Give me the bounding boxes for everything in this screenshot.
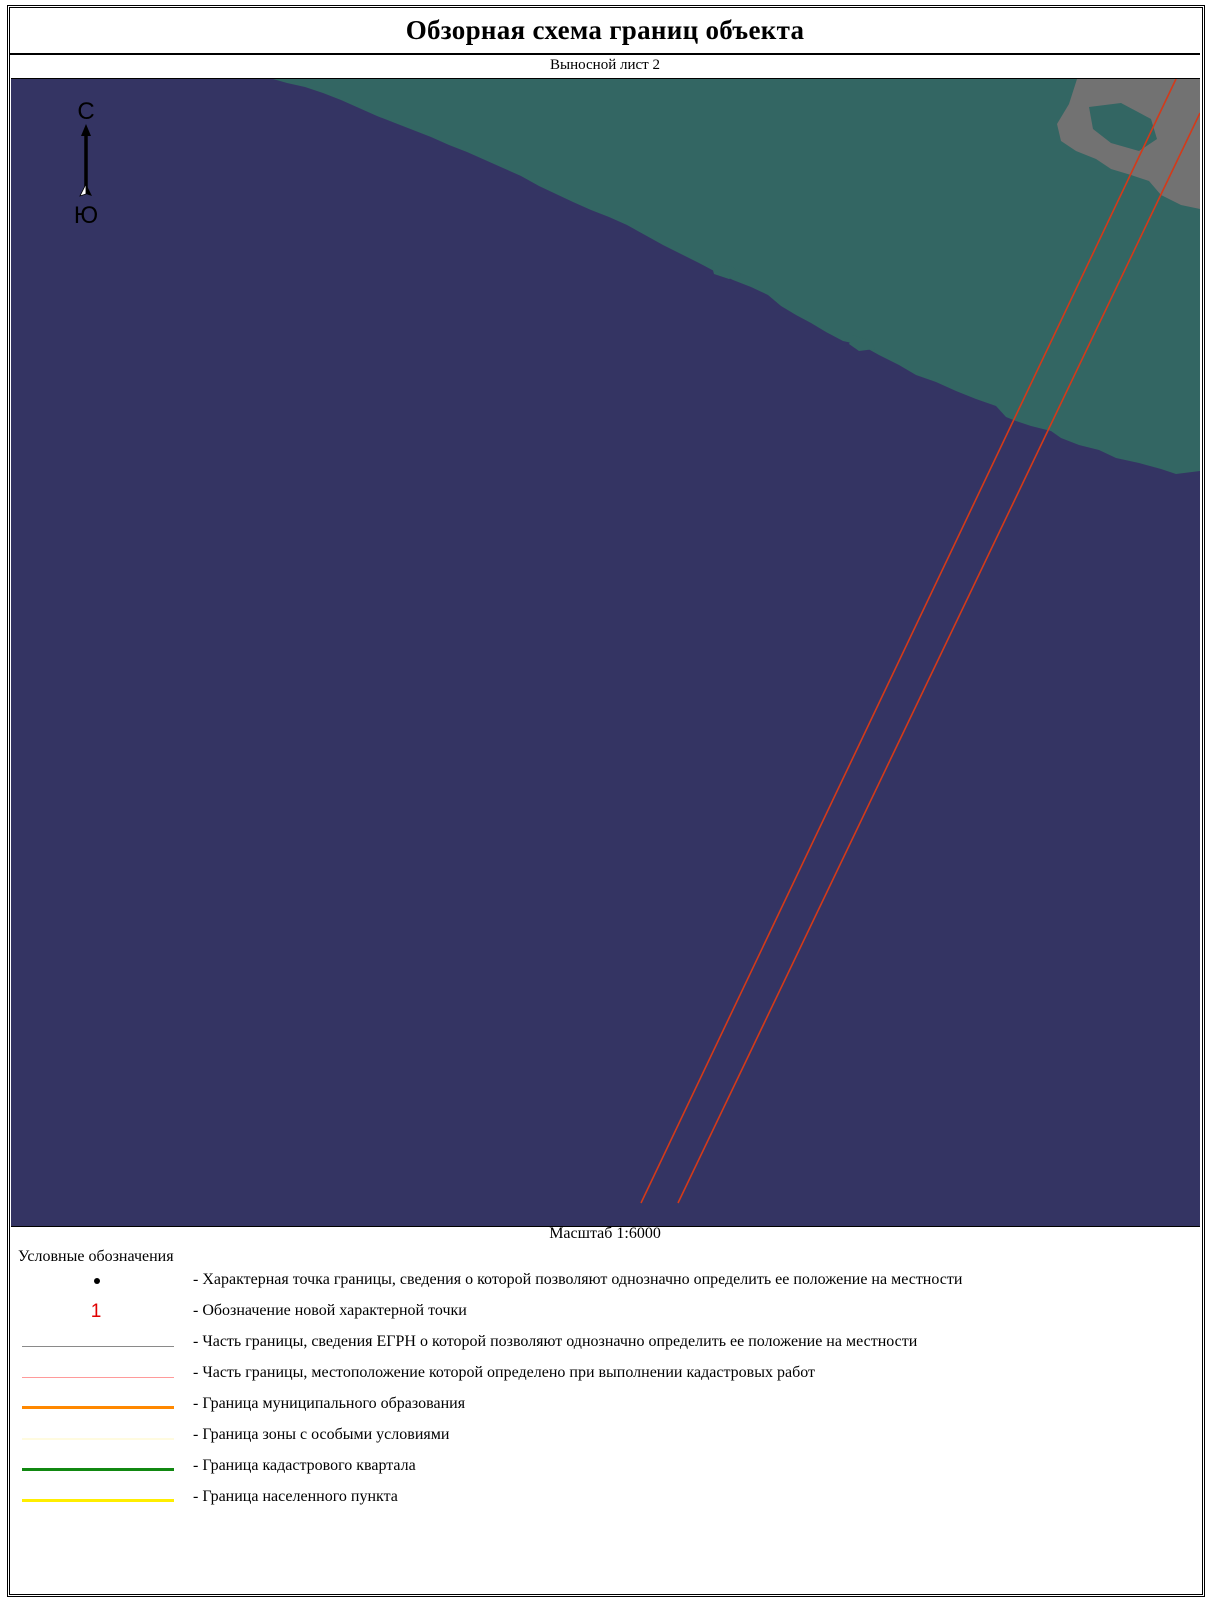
legend-item: - Граница кадастрового квартала xyxy=(18,1453,1198,1484)
settlement-boundary-symbol xyxy=(18,1484,174,1515)
new-point-number: 1 xyxy=(90,1301,102,1322)
cadastral-quarter-boundary-symbol xyxy=(18,1453,174,1484)
municipal-boundary-symbol xyxy=(18,1391,174,1422)
map-view[interactable] xyxy=(11,78,1200,1227)
cadastral-works-boundary-symbol xyxy=(18,1360,174,1391)
legend-item: - Граница населенного пункта xyxy=(18,1484,1198,1515)
legend-item: - Граница зоны с особыми условиями xyxy=(18,1422,1198,1453)
legend-title: Условные обозначения xyxy=(18,1248,174,1265)
land-islet xyxy=(849,335,875,351)
title-bar: Обзорная схема границ объекта xyxy=(10,8,1200,55)
legend-item-label: - Граница зоны с особыми условиями xyxy=(193,1426,450,1443)
page-title: Обзорная схема границ объекта xyxy=(405,15,805,45)
new-point-symbol: 1 xyxy=(18,1298,174,1329)
compass-north-label: С xyxy=(77,98,95,125)
compass-south-label: Ю xyxy=(73,202,99,229)
map-canvas xyxy=(11,79,1200,1226)
sheet-label: Выносной лист 2 xyxy=(550,57,660,73)
legend-item-label: - Граница населенного пункта xyxy=(193,1488,398,1505)
legend-item-label: - Характерная точка границы, сведения о … xyxy=(193,1271,963,1288)
legend-item-label: - Граница кадастрового квартала xyxy=(193,1457,416,1474)
legend-item: - Характерная точка границы, сведения о … xyxy=(18,1267,1198,1298)
legend-item-label: - Часть границы, сведения ЕГРН о которой… xyxy=(193,1333,918,1350)
legend: Условные обозначения - Характерная точка… xyxy=(18,1248,1198,1515)
land-inlet xyxy=(1089,103,1157,151)
legend-item: - Часть границы, сведения ЕГРН о которой… xyxy=(18,1329,1198,1360)
boundary-point-symbol xyxy=(18,1267,174,1298)
legend-item-label: - Часть границы, местоположение которой … xyxy=(193,1364,815,1381)
boundary-line xyxy=(677,112,1200,1204)
north-arrow-icon xyxy=(79,124,92,197)
legend-item: 1 - Обозначение новой характерной точки xyxy=(18,1298,1198,1329)
legend-item-label: - Граница муниципального образования xyxy=(193,1395,466,1412)
compass: С Ю xyxy=(66,98,106,230)
egrn-boundary-symbol xyxy=(18,1329,174,1360)
map-scale: Масштаб 1:6000 xyxy=(549,1225,661,1242)
legend-item-label: - Обозначение новой характерной точки xyxy=(193,1302,467,1319)
special-zone-boundary-symbol xyxy=(18,1422,174,1453)
legend-item: - Граница муниципального образования xyxy=(18,1391,1198,1422)
boundary-line xyxy=(640,79,1177,1204)
land-islet xyxy=(711,263,741,279)
legend-item: - Часть границы, местоположение которой … xyxy=(18,1360,1198,1391)
sheet-frame xyxy=(7,5,1205,1597)
